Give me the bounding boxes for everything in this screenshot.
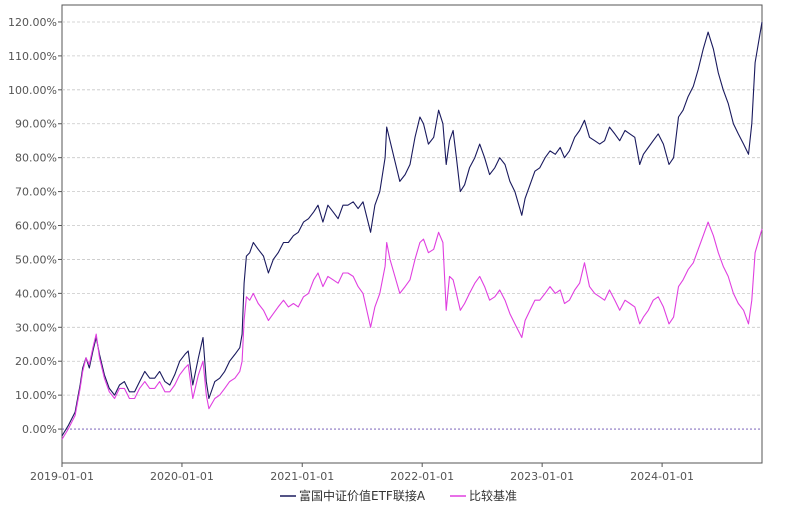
y-tick-label: 80.00%	[15, 152, 57, 165]
series-line-1	[61, 21, 763, 437]
y-tick-label: 30.00%	[15, 321, 57, 334]
legend: 富国中证价值ETF联接A 比较基准	[280, 488, 517, 503]
x-axis: 2019-01-01 2020-01-01 2021-01-01 2022-01-01…	[30, 463, 694, 483]
y-tick-label: 20.00%	[15, 355, 57, 368]
y-tick-label: 120.00%	[8, 16, 57, 29]
y-tick-label: 100.00%	[8, 84, 57, 97]
y-tick-label: 40.00%	[15, 287, 57, 300]
legend-label-2: 比较基准	[469, 488, 517, 503]
x-tick-label: 2019-01-01	[30, 470, 94, 483]
y-tick-label: 70.00%	[15, 186, 57, 199]
y-axis: 0.00% 10.00% 20.00% 30.00% 40.00% 50.00% 60.00…	[8, 16, 62, 436]
y-tick-label: 60.00%	[15, 220, 57, 233]
series-line-2	[61, 221, 763, 440]
y-tick-label: 110.00%	[8, 50, 57, 63]
x-tick-label: 2024-01-01	[630, 470, 694, 483]
y-tick-label: 0.00%	[22, 423, 57, 436]
x-tick-label: 2021-01-01	[270, 470, 334, 483]
plot-area	[61, 4, 763, 464]
y-tick-label: 50.00%	[15, 253, 57, 266]
x-tick-label: 2020-01-01	[150, 470, 214, 483]
gridlines	[62, 21, 762, 430]
x-tick-label: 2023-01-01	[510, 470, 574, 483]
y-tick-label: 10.00%	[15, 389, 57, 402]
x-tick-label: 2022-01-01	[390, 470, 454, 483]
y-tick-label: 90.00%	[15, 118, 57, 131]
legend-label-1: 富国中证价值ETF联接A	[299, 488, 426, 503]
series-group	[61, 21, 763, 440]
